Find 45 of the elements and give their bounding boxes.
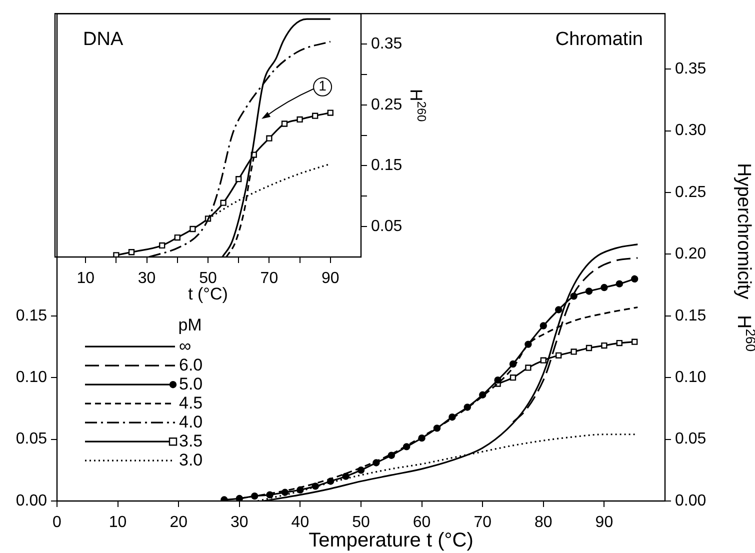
y-tick-label: 0.35: [371, 35, 402, 52]
y2-tick-label: 0.30: [675, 122, 706, 140]
y-tick-label: 0.15: [16, 307, 48, 324]
annotation: 1: [318, 78, 327, 94]
y-tick-label: 0.25: [371, 96, 402, 114]
x-tick-label: 50: [352, 514, 370, 532]
legend-label: 6.0: [179, 355, 203, 374]
text: DNA: [83, 28, 124, 50]
x-tick-label: 50: [199, 270, 217, 288]
y2-tick-label: 0.35: [675, 60, 706, 78]
y2-tick-label: 0.00: [675, 492, 706, 510]
legend-label: 3.0: [179, 450, 203, 470]
legend-label: 3.5: [179, 431, 203, 450]
x-tick-label: 20: [170, 514, 188, 532]
y-tick-label: 0.05: [371, 218, 402, 235]
y2-tick-label: 0.20: [675, 246, 706, 263]
y2-tick-label: 0.10: [675, 369, 706, 386]
y2-tick-label: 0.25: [675, 184, 706, 201]
legend-label: 4.5: [179, 393, 203, 412]
x-tick-label: 40: [291, 514, 310, 532]
legend-title: pM: [178, 315, 202, 334]
legend-label: ∞: [179, 336, 192, 356]
x-tick-label: 90: [595, 514, 614, 532]
x-tick-label: 0: [52, 514, 62, 532]
y-axis-title: H260: [406, 88, 429, 122]
x-tick-label: 10: [76, 270, 95, 288]
x-tick-label: 70: [474, 514, 492, 532]
text: Chromatin: [555, 28, 644, 50]
x-tick-label: 90: [322, 270, 340, 288]
x-tick-label: 80: [534, 514, 552, 532]
x-tick-label: 60: [412, 514, 431, 532]
y-tick-label: 0.15: [371, 157, 402, 174]
x-tick-label: 30: [230, 514, 248, 532]
x-tick-label: 10: [108, 514, 127, 532]
legend-label: 4.0: [179, 412, 203, 432]
y2-tick-label: 0.15: [675, 307, 706, 324]
y-tick-label: 0.10: [16, 369, 48, 386]
x-axis-title: t (°C): [188, 284, 228, 304]
y2-tick-label: 0.05: [675, 430, 706, 448]
x-axis-title: Temperature t (°C): [308, 530, 474, 552]
y-tick-label: 0.05: [16, 430, 48, 448]
x-tick-label: 30: [138, 270, 156, 288]
y-tick-label: 0.00: [16, 492, 48, 510]
x-tick-label: 70: [260, 270, 278, 288]
legend-label: 5.0: [179, 374, 203, 394]
